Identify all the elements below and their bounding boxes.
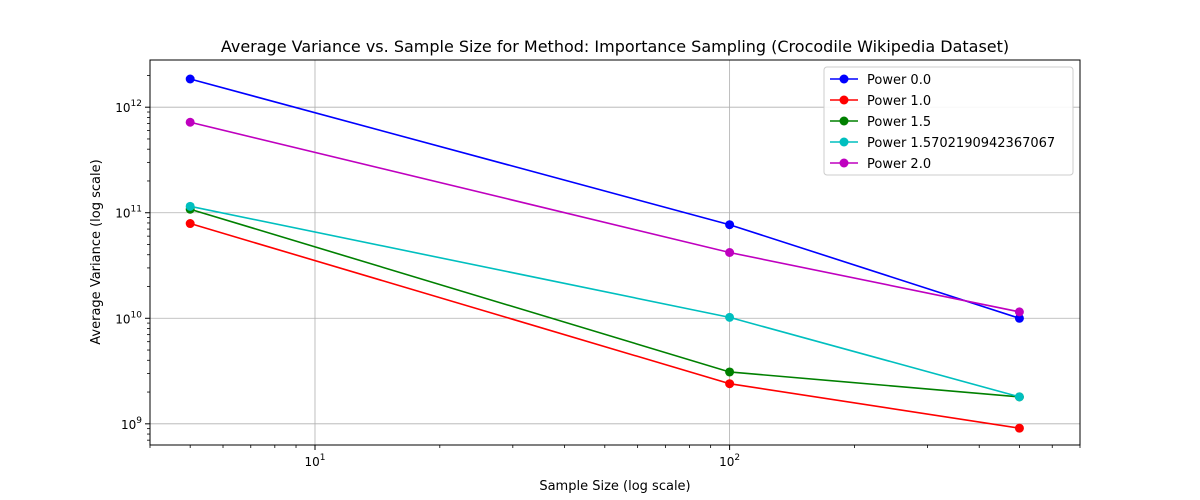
y-tick-label-base: 10 xyxy=(115,101,130,115)
series-3 xyxy=(185,201,1024,402)
data-point xyxy=(725,312,735,322)
x-tick-label: 102 xyxy=(719,453,740,469)
y-tick-label: 1011 xyxy=(115,205,142,221)
series-1 xyxy=(185,219,1024,433)
legend-marker xyxy=(839,158,849,168)
y-tick-label-base: 10 xyxy=(115,312,130,326)
data-point xyxy=(725,379,735,389)
y-axis-label: Average Variance (log scale) xyxy=(89,159,104,344)
legend-box xyxy=(823,66,1074,176)
data-point xyxy=(1014,313,1024,323)
y-tick-label-exponent: 12 xyxy=(131,99,142,109)
series-4 xyxy=(185,117,1024,317)
y-tick-label-exponent: 9 xyxy=(136,416,142,426)
legend-marker xyxy=(839,116,849,126)
x-tick-label: 101 xyxy=(304,453,325,469)
data-point xyxy=(725,367,735,377)
legend-item: Power 1.5702190942367067 xyxy=(830,136,1055,151)
x-tick-label-exponent: 1 xyxy=(320,453,326,463)
series-0 xyxy=(185,74,1024,323)
x-tick-label-base: 10 xyxy=(719,455,734,469)
y-tick-label-base: 10 xyxy=(115,207,130,221)
chart-title: Average Variance vs. Sample Size for Met… xyxy=(221,37,1009,56)
legend-label: Power 1.5702190942367067 xyxy=(867,136,1055,151)
plot-frame xyxy=(149,59,1081,446)
legend-label: Power 1.0 xyxy=(867,94,931,109)
y-tick-label-exponent: 10 xyxy=(131,310,143,320)
legend: Power 0.0 Power 1.0 Power 1.5 Power 1.57021… xyxy=(823,66,1074,176)
x-axis-label: Sample Size (log scale) xyxy=(539,479,690,494)
y-tick-label: 1010 xyxy=(115,310,142,326)
data-point xyxy=(1014,307,1024,317)
data-point xyxy=(725,248,735,257)
legend-marker xyxy=(839,137,849,147)
y-tick-label: 109 xyxy=(121,416,142,432)
data-point xyxy=(185,219,195,229)
data-point xyxy=(185,117,195,127)
data-point xyxy=(1014,392,1024,402)
data-point xyxy=(1014,423,1024,433)
x-tick-label-base: 10 xyxy=(304,455,319,469)
legend-marker xyxy=(839,74,849,84)
y-tick-label-exponent: 11 xyxy=(131,205,142,215)
legend-label: Power 1.5 xyxy=(867,115,931,130)
legend-label: Power 0.0 xyxy=(867,73,931,88)
y-tick-label: 1012 xyxy=(115,99,142,115)
series-layer xyxy=(185,74,1024,433)
legend-marker xyxy=(839,95,849,105)
data-point xyxy=(185,74,195,84)
legend-item: Power 2.0 xyxy=(830,157,931,172)
legend-item: Power 1.0 xyxy=(830,94,931,109)
data-point xyxy=(725,220,735,230)
legend-item: Power 0.0 xyxy=(830,73,931,88)
x-tick-label-exponent: 2 xyxy=(734,453,740,463)
x-axis: 101 102 xyxy=(149,445,1081,469)
legend-item: Power 1.5 xyxy=(830,115,931,130)
legend-label: Power 2.0 xyxy=(867,157,931,172)
y-tick-label-base: 10 xyxy=(121,418,136,432)
data-point xyxy=(185,201,195,211)
